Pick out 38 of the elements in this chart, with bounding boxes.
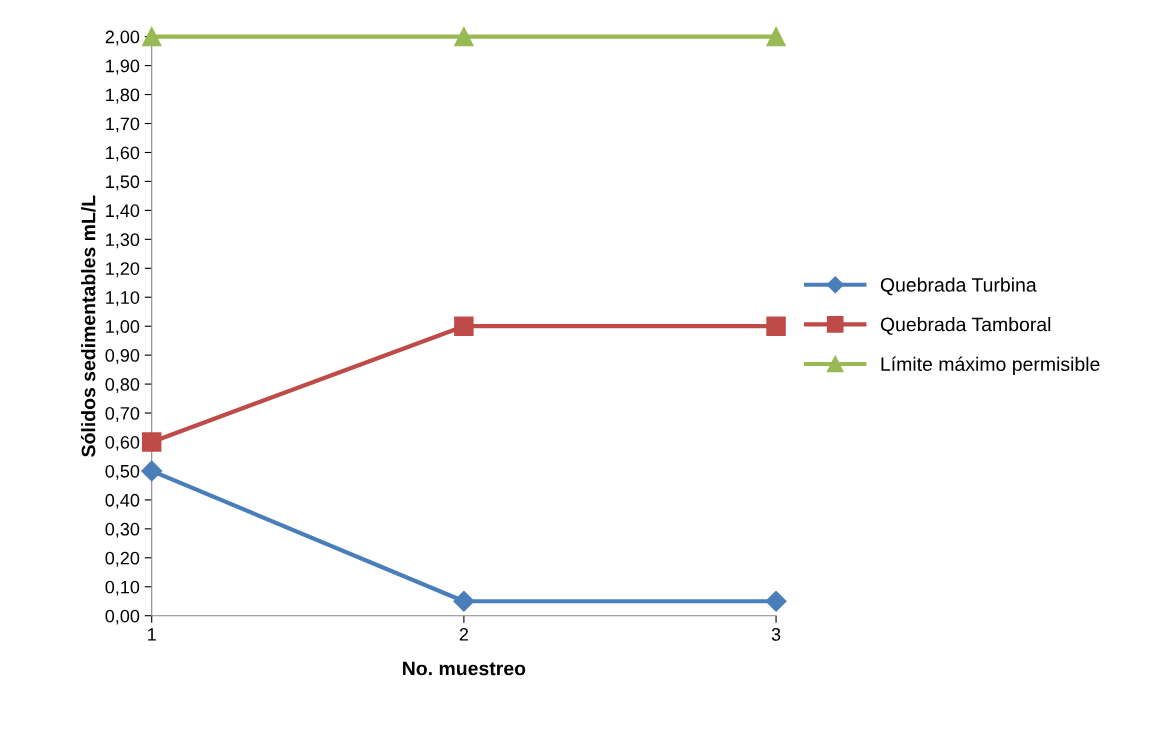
y-tick-label: 1,10 bbox=[106, 291, 140, 307]
x-tick-label: 1 bbox=[148, 628, 156, 641]
y-tick-label: 0,90 bbox=[105, 349, 140, 364]
y-tick-label: 1,40 bbox=[106, 204, 140, 220]
x-tick-label: 3 bbox=[771, 628, 781, 641]
x-axis-title: No. muestreo bbox=[403, 661, 526, 676]
y-tick-label: 1,50 bbox=[106, 175, 140, 191]
point bbox=[766, 316, 786, 336]
y-tick-label: 0,50 bbox=[105, 464, 140, 480]
y-tick-label: 0,20 bbox=[105, 551, 140, 567]
point bbox=[141, 432, 162, 452]
point bbox=[453, 590, 475, 612]
x-tick-label: 2 bbox=[459, 628, 468, 641]
y-tick-label: 0,80 bbox=[105, 378, 140, 393]
point bbox=[454, 26, 474, 47]
point bbox=[766, 26, 786, 47]
y-tick-label: 1,00 bbox=[106, 320, 140, 336]
y-tick-label: 0,30 bbox=[105, 522, 140, 538]
legend-label: Límite máximo permisible bbox=[881, 356, 1100, 375]
legend-label: Quebrada Turbina bbox=[880, 277, 1037, 296]
y-tick-label: 1,60 bbox=[106, 146, 140, 162]
y-tick-label: 0,10 bbox=[105, 580, 140, 596]
y-tick-label: 0,60 bbox=[105, 435, 140, 451]
point bbox=[141, 460, 163, 482]
y-tick-label: 1,80 bbox=[106, 88, 140, 104]
point bbox=[141, 26, 162, 47]
y-axis-title: Sólidos sedimentables mL/L bbox=[80, 195, 96, 457]
point bbox=[765, 590, 787, 612]
y-tick-label: 2,00 bbox=[105, 30, 140, 46]
y-tick-label: 1,30 bbox=[106, 233, 140, 249]
legend-label: Quebrada Tamboral bbox=[880, 317, 1051, 335]
y-tick-label: 0,00 bbox=[105, 609, 140, 625]
y-tick-label: 1,90 bbox=[106, 59, 140, 75]
y-tick-label: 1,70 bbox=[106, 117, 140, 133]
y-tick-label: 0,40 bbox=[105, 493, 140, 509]
point bbox=[454, 316, 474, 336]
y-tick-label: 1,20 bbox=[106, 262, 140, 278]
y-tick-label: 0,70 bbox=[105, 406, 140, 422]
